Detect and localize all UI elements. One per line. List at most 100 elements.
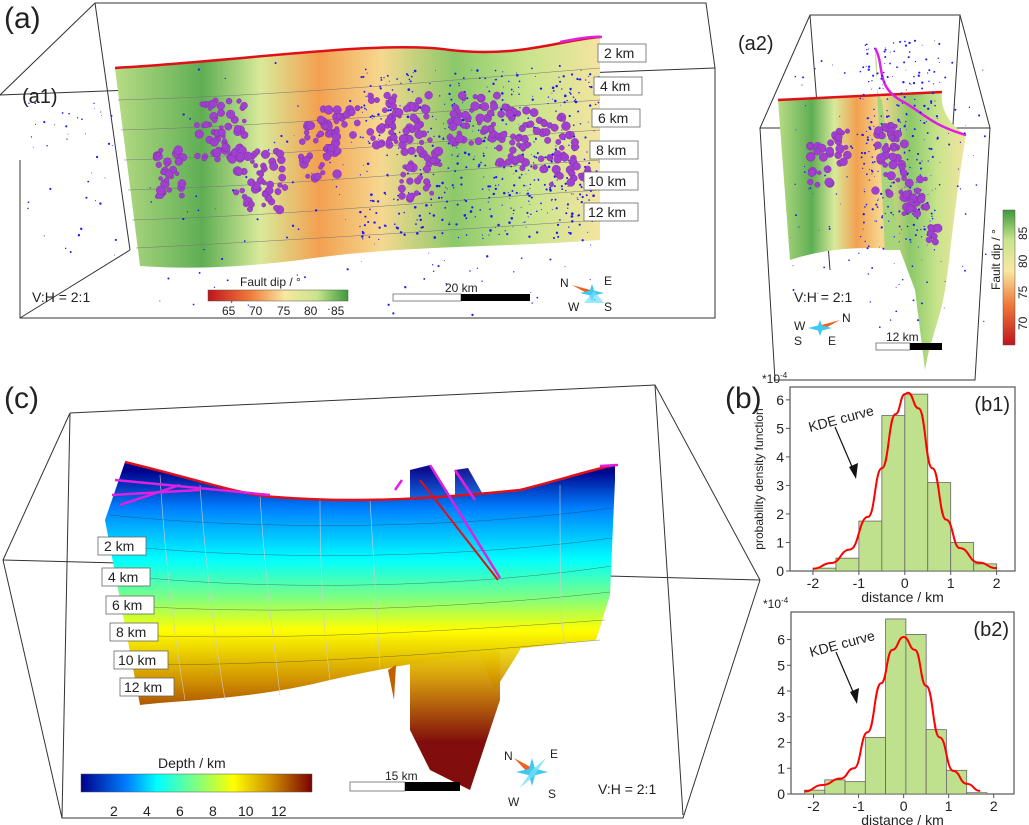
event-dot: [860, 151, 863, 154]
event-dot: [494, 79, 496, 81]
event-dot: [383, 191, 386, 195]
event-dot: [437, 196, 441, 199]
cluster-sphere: [481, 125, 489, 133]
event-dot: [874, 47, 876, 49]
event-dot: [150, 201, 153, 203]
depth-label: 12 km: [124, 679, 162, 695]
y-tick-label: 5: [777, 657, 785, 673]
event-dot: [859, 70, 862, 73]
event-dot: [385, 83, 387, 85]
event-dot: [243, 240, 246, 242]
event-dot: [587, 121, 589, 123]
event-dot: [570, 73, 574, 76]
event-dot: [213, 286, 216, 288]
event-dot: [903, 126, 905, 127]
event-dot: [93, 108, 95, 109]
event-dot: [555, 84, 558, 88]
event-dot: [489, 229, 492, 232]
cluster-sphere: [806, 142, 814, 149]
compass-s: S: [604, 300, 612, 314]
y-multiplier: *10-4: [762, 371, 788, 386]
event-dot: [449, 133, 451, 135]
event-dot: [908, 149, 911, 152]
cluster-sphere: [539, 165, 548, 174]
event-dot: [526, 193, 528, 195]
event-dot: [375, 211, 378, 215]
cluster-sphere: [547, 156, 553, 162]
event-dot: [536, 152, 539, 155]
kde-curve: [804, 635, 981, 793]
event-dot: [911, 134, 915, 138]
compass-s: S: [794, 334, 802, 348]
event-dot: [500, 108, 503, 111]
cluster-sphere: [334, 128, 340, 134]
event-dot: [916, 217, 919, 220]
event-dot: [432, 214, 436, 217]
event-dot: [435, 184, 439, 188]
event-dot: [501, 118, 504, 122]
cluster-sphere: [818, 152, 828, 162]
event-dot: [863, 162, 866, 165]
event-dot: [792, 288, 795, 291]
event-dot: [579, 122, 582, 125]
event-dot: [567, 185, 569, 187]
event-dot: [824, 174, 826, 177]
cluster-sphere: [931, 233, 938, 240]
cluster-sphere: [163, 177, 170, 183]
event-dot: [362, 75, 365, 78]
y-tick-label: 6: [777, 632, 785, 648]
event-dot: [516, 72, 518, 74]
event-dot: [568, 114, 571, 118]
event-dot: [396, 153, 398, 156]
event-dot: [527, 117, 530, 120]
cluster-sphere: [474, 137, 483, 146]
cluster-sphere: [559, 133, 567, 140]
event-dot: [870, 120, 873, 124]
event-dot: [379, 85, 382, 88]
cluster-sphere: [158, 176, 163, 181]
event-dot: [921, 160, 923, 162]
event-dot: [536, 296, 539, 299]
colorbar-tick: 70: [249, 304, 263, 318]
event-dot: [559, 219, 561, 221]
colorbar-tick: 75: [277, 304, 291, 318]
event-dot: [529, 188, 531, 190]
event-dot: [849, 145, 853, 148]
event-dot: [192, 303, 195, 306]
event-dot: [903, 96, 906, 99]
event-dot: [378, 238, 380, 241]
event-dot: [359, 210, 362, 214]
event-dot: [369, 208, 371, 211]
cluster-sphere: [226, 109, 236, 119]
cluster-sphere: [933, 223, 943, 233]
event-dot: [518, 176, 521, 179]
event-dot: [590, 85, 593, 89]
scale-bar-label: 15 km: [385, 769, 418, 783]
event-dot: [556, 223, 560, 227]
y-tick-label: 4: [777, 683, 785, 699]
event-dot: [867, 273, 869, 275]
event-dot: [467, 153, 471, 156]
cluster-sphere: [894, 137, 900, 143]
event-dot: [505, 123, 508, 125]
event-dot: [466, 97, 469, 100]
cluster-sphere: [461, 110, 470, 120]
a1-dip-colorbar: Fault dip / ° 65 70 75 80 85: [207, 275, 349, 318]
event-dot: [957, 168, 959, 170]
event-dot: [488, 196, 491, 199]
event-dot: [871, 88, 873, 90]
event-dot: [369, 115, 372, 119]
event-dot: [528, 200, 530, 202]
cluster-sphere: [843, 144, 849, 150]
cluster-sphere: [475, 113, 485, 123]
cluster-sphere: [418, 139, 425, 146]
event-dot: [506, 232, 509, 236]
event-dot: [579, 78, 582, 81]
cluster-sphere: [806, 152, 816, 162]
cluster-sphere: [211, 116, 218, 123]
event-dot: [438, 185, 441, 188]
histogram-bar: [905, 633, 927, 795]
event-dot: [899, 121, 901, 123]
event-dot: [909, 166, 911, 169]
depth-label: 12 km: [588, 204, 626, 220]
